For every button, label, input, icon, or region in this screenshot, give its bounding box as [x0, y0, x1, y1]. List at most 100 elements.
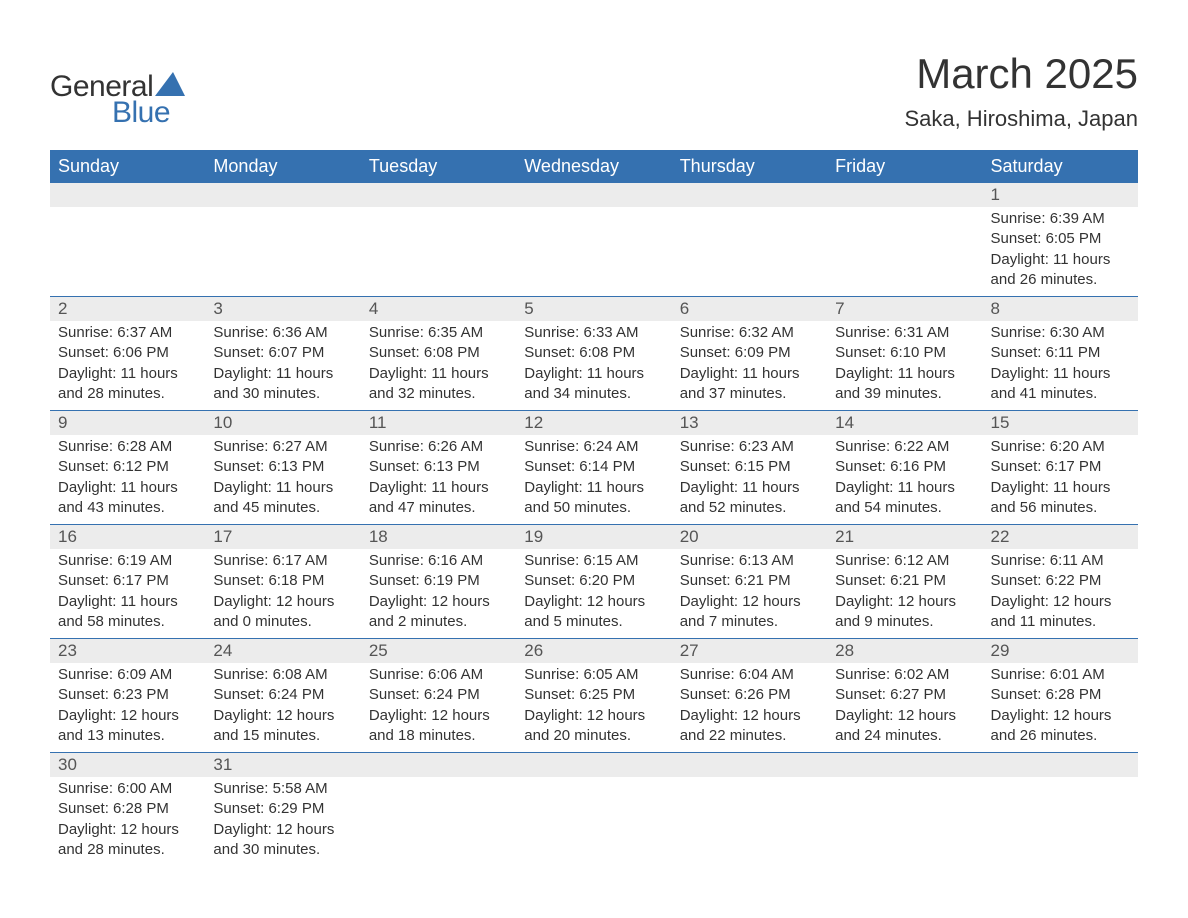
day-data: Sunrise: 6:12 AMSunset: 6:21 PMDaylight:… — [827, 549, 982, 638]
day-data-cell — [516, 777, 671, 866]
day-data: Sunrise: 6:26 AMSunset: 6:13 PMDaylight:… — [361, 435, 516, 524]
day-number: 21 — [827, 525, 982, 549]
daydata-row: Sunrise: 6:09 AMSunset: 6:23 PMDaylight:… — [50, 663, 1138, 753]
day-data-cell: Sunrise: 6:11 AMSunset: 6:22 PMDaylight:… — [983, 549, 1138, 639]
day-data-cell: Sunrise: 6:04 AMSunset: 6:26 PMDaylight:… — [672, 663, 827, 753]
day-number: 8 — [983, 297, 1138, 321]
day-data-cell: Sunrise: 6:26 AMSunset: 6:13 PMDaylight:… — [361, 435, 516, 525]
day-data-cell: Sunrise: 6:31 AMSunset: 6:10 PMDaylight:… — [827, 321, 982, 411]
day-cell: 23 — [50, 639, 205, 664]
day-data — [205, 207, 360, 215]
daynum-row: 3031 — [50, 753, 1138, 778]
day-data-cell — [983, 777, 1138, 866]
daydata-row: Sunrise: 6:00 AMSunset: 6:28 PMDaylight:… — [50, 777, 1138, 866]
day-data — [361, 777, 516, 785]
col-wednesday: Wednesday — [516, 150, 671, 183]
day-data: Sunrise: 6:30 AMSunset: 6:11 PMDaylight:… — [983, 321, 1138, 410]
day-number: 9 — [50, 411, 205, 435]
day-data: Sunrise: 6:31 AMSunset: 6:10 PMDaylight:… — [827, 321, 982, 410]
day-data — [516, 207, 671, 215]
day-cell: 17 — [205, 525, 360, 550]
day-data-cell: Sunrise: 6:23 AMSunset: 6:15 PMDaylight:… — [672, 435, 827, 525]
day-data-cell: Sunrise: 6:12 AMSunset: 6:21 PMDaylight:… — [827, 549, 982, 639]
day-cell: 29 — [983, 639, 1138, 664]
day-data-cell: Sunrise: 6:27 AMSunset: 6:13 PMDaylight:… — [205, 435, 360, 525]
col-monday: Monday — [205, 150, 360, 183]
day-number: 4 — [361, 297, 516, 321]
day-number: 25 — [361, 639, 516, 663]
day-cell — [516, 183, 671, 207]
daynum-row: 1 — [50, 183, 1138, 207]
day-cell: 15 — [983, 411, 1138, 436]
day-number: 23 — [50, 639, 205, 663]
day-cell — [516, 753, 671, 778]
day-number: 22 — [983, 525, 1138, 549]
day-data: Sunrise: 5:58 AMSunset: 6:29 PMDaylight:… — [205, 777, 360, 866]
day-data-cell: Sunrise: 6:24 AMSunset: 6:14 PMDaylight:… — [516, 435, 671, 525]
daydata-row: Sunrise: 6:37 AMSunset: 6:06 PMDaylight:… — [50, 321, 1138, 411]
day-number: 27 — [672, 639, 827, 663]
col-sunday: Sunday — [50, 150, 205, 183]
day-data: Sunrise: 6:33 AMSunset: 6:08 PMDaylight:… — [516, 321, 671, 410]
day-cell: 28 — [827, 639, 982, 664]
day-number — [983, 753, 1138, 777]
daynum-row: 16171819202122 — [50, 525, 1138, 550]
day-data-cell — [827, 207, 982, 297]
day-number — [672, 753, 827, 777]
day-data — [827, 777, 982, 785]
day-data — [361, 207, 516, 215]
day-number: 10 — [205, 411, 360, 435]
day-data-cell: Sunrise: 6:06 AMSunset: 6:24 PMDaylight:… — [361, 663, 516, 753]
day-data-cell: Sunrise: 6:32 AMSunset: 6:09 PMDaylight:… — [672, 321, 827, 411]
day-number: 16 — [50, 525, 205, 549]
day-number: 31 — [205, 753, 360, 777]
day-cell: 22 — [983, 525, 1138, 550]
day-data-cell: Sunrise: 6:15 AMSunset: 6:20 PMDaylight:… — [516, 549, 671, 639]
day-data: Sunrise: 6:08 AMSunset: 6:24 PMDaylight:… — [205, 663, 360, 752]
day-data-cell: Sunrise: 6:20 AMSunset: 6:17 PMDaylight:… — [983, 435, 1138, 525]
day-data: Sunrise: 6:32 AMSunset: 6:09 PMDaylight:… — [672, 321, 827, 410]
day-cell: 2 — [50, 297, 205, 322]
day-cell: 21 — [827, 525, 982, 550]
day-cell — [361, 183, 516, 207]
day-data: Sunrise: 6:01 AMSunset: 6:28 PMDaylight:… — [983, 663, 1138, 752]
day-cell: 30 — [50, 753, 205, 778]
day-cell: 6 — [672, 297, 827, 322]
daydata-row: Sunrise: 6:28 AMSunset: 6:12 PMDaylight:… — [50, 435, 1138, 525]
day-cell: 10 — [205, 411, 360, 436]
day-number: 13 — [672, 411, 827, 435]
day-cell: 31 — [205, 753, 360, 778]
day-data-cell — [672, 777, 827, 866]
day-data-cell: Sunrise: 6:28 AMSunset: 6:12 PMDaylight:… — [50, 435, 205, 525]
day-number: 24 — [205, 639, 360, 663]
day-cell: 8 — [983, 297, 1138, 322]
day-number: 20 — [672, 525, 827, 549]
day-cell: 5 — [516, 297, 671, 322]
calendar-table: Sunday Monday Tuesday Wednesday Thursday… — [50, 150, 1138, 866]
day-data: Sunrise: 6:04 AMSunset: 6:26 PMDaylight:… — [672, 663, 827, 752]
day-data-cell: Sunrise: 6:22 AMSunset: 6:16 PMDaylight:… — [827, 435, 982, 525]
day-cell — [205, 183, 360, 207]
day-number: 1 — [983, 183, 1138, 207]
day-data-cell: Sunrise: 6:00 AMSunset: 6:28 PMDaylight:… — [50, 777, 205, 866]
day-data: Sunrise: 6:27 AMSunset: 6:13 PMDaylight:… — [205, 435, 360, 524]
day-data: Sunrise: 6:16 AMSunset: 6:19 PMDaylight:… — [361, 549, 516, 638]
daydata-row: Sunrise: 6:39 AMSunset: 6:05 PMDaylight:… — [50, 207, 1138, 297]
day-number — [672, 183, 827, 207]
day-cell: 18 — [361, 525, 516, 550]
day-cell: 4 — [361, 297, 516, 322]
daydata-row: Sunrise: 6:19 AMSunset: 6:17 PMDaylight:… — [50, 549, 1138, 639]
day-number — [205, 183, 360, 207]
brand-word2: Blue — [112, 96, 185, 130]
day-number: 17 — [205, 525, 360, 549]
day-data: Sunrise: 6:13 AMSunset: 6:21 PMDaylight:… — [672, 549, 827, 638]
page-title: March 2025 — [904, 50, 1138, 98]
day-data-cell — [827, 777, 982, 866]
day-number: 7 — [827, 297, 982, 321]
day-data: Sunrise: 6:15 AMSunset: 6:20 PMDaylight:… — [516, 549, 671, 638]
day-cell — [827, 183, 982, 207]
day-cell: 16 — [50, 525, 205, 550]
day-data: Sunrise: 6:39 AMSunset: 6:05 PMDaylight:… — [983, 207, 1138, 296]
day-cell: 11 — [361, 411, 516, 436]
day-data-cell: Sunrise: 6:17 AMSunset: 6:18 PMDaylight:… — [205, 549, 360, 639]
